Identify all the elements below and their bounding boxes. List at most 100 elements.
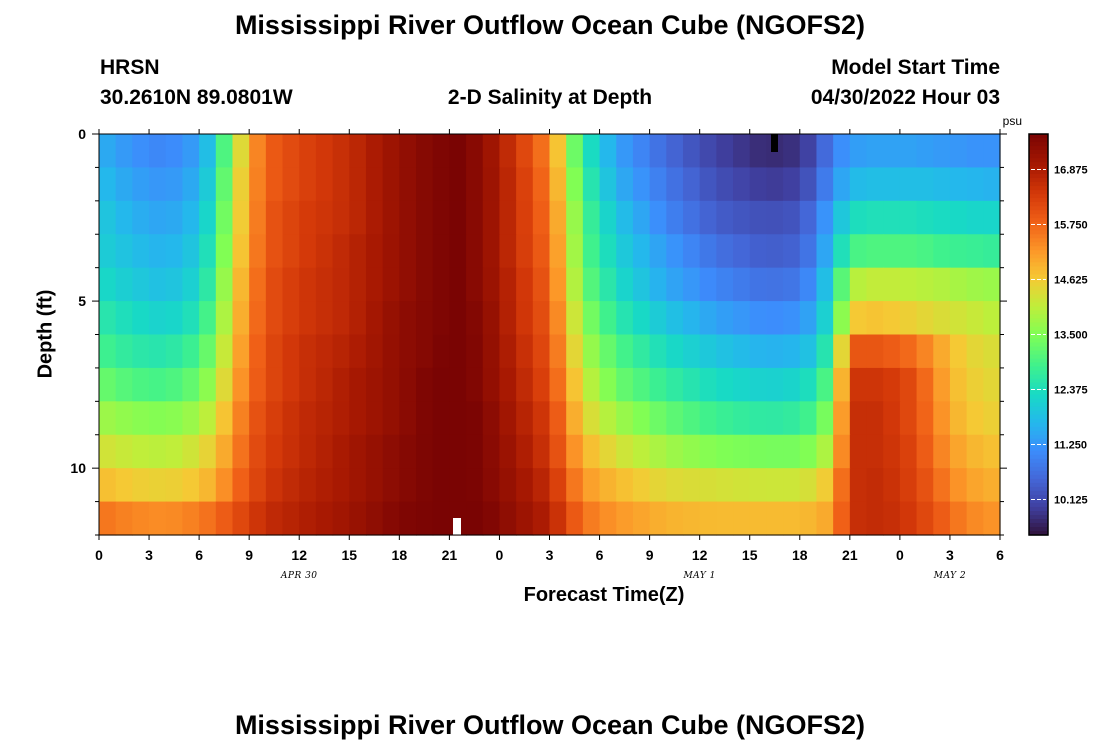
colorbar-tick-label: 12.375: [1054, 385, 1088, 397]
station-coordinates: 30.2610N 89.0801W: [100, 86, 293, 109]
heatmap-cell: [466, 167, 484, 202]
heatmap-cell: [532, 167, 551, 202]
heatmap-cell: [349, 367, 367, 402]
colorbar-tick-label: 15.750: [1054, 219, 1088, 231]
heatmap-cell: [582, 501, 601, 536]
heatmap-cell: [949, 334, 968, 369]
heatmap-cell: [482, 301, 501, 336]
heatmap-cell: [99, 234, 117, 269]
heatmap-cell: [616, 267, 634, 302]
heatmap-cell: [933, 267, 951, 302]
heatmap-cell: [749, 200, 768, 235]
heatmap-cell: [265, 434, 284, 469]
y-tick-label: 10: [70, 460, 86, 476]
heatmap-cell: [265, 367, 284, 402]
heatmap-cell: [632, 367, 651, 402]
colorbar-segment: [1029, 522, 1048, 528]
heatmap-cell: [265, 267, 284, 302]
heatmap-cell: [482, 134, 501, 169]
heatmap-cell: [466, 367, 484, 402]
heatmap-cell: [816, 468, 834, 503]
station-code: HRSN: [100, 56, 160, 79]
heatmap-cell: [766, 501, 784, 536]
colorbar-segment: [1029, 362, 1048, 368]
heatmap-cell: [933, 301, 951, 336]
heatmap-cell: [132, 468, 150, 503]
heatmap-cell: [282, 134, 300, 169]
heatmap-cell: [599, 301, 617, 336]
heatmap-cell: [849, 434, 868, 469]
heatmap-cell: [115, 334, 133, 369]
x-tick-label: 3: [946, 547, 954, 563]
missing-data-marker: [453, 518, 461, 535]
heatmap-cell: [432, 234, 450, 269]
heatmap-cell: [616, 200, 634, 235]
heatmap-cell: [432, 267, 450, 302]
heatmap-cell: [883, 134, 901, 169]
heatmap-cell: [766, 234, 784, 269]
colorbar-segment: [1029, 506, 1048, 512]
heatmap-cell: [549, 501, 567, 536]
heatmap-cell: [516, 134, 534, 169]
x-tick-label: 18: [792, 547, 808, 563]
heatmap-cell: [899, 200, 918, 235]
colorbar-segment: [1029, 182, 1048, 187]
heatmap-cell: [933, 234, 951, 269]
heatmap-cell: [799, 234, 818, 269]
colorbar-segment: [1029, 442, 1048, 448]
colorbar-segment: [1029, 290, 1048, 295]
heatmap-cell: [883, 401, 901, 436]
heatmap-cell: [449, 267, 467, 302]
heatmap-cell: [666, 234, 684, 269]
heatmap-cell: [482, 401, 501, 436]
heatmap-cell: [816, 167, 834, 202]
heatmap-cell: [149, 334, 167, 369]
heatmap-cell: [566, 134, 584, 169]
heatmap-cell: [666, 167, 684, 202]
heatmap-cell: [933, 501, 951, 536]
heatmap-cell: [899, 167, 918, 202]
heatmap-cell: [949, 367, 968, 402]
heatmap-cell: [115, 501, 133, 536]
heatmap-cell: [182, 134, 200, 169]
heatmap-cell: [315, 334, 334, 369]
heatmap-cell: [416, 434, 434, 469]
colorbar-segment: [1029, 278, 1048, 283]
heatmap-cell: [866, 200, 884, 235]
heatmap-cell: [99, 367, 117, 402]
colorbar-segment: [1029, 418, 1048, 424]
heatmap-cell: [666, 267, 684, 302]
colorbar-segment: [1029, 238, 1048, 243]
date-label: MAY 1: [682, 571, 715, 581]
colorbar-segment: [1029, 410, 1048, 416]
heatmap-cell: [632, 200, 651, 235]
heatmap-cell: [249, 267, 267, 302]
x-axis-title: Forecast Time(Z): [523, 584, 685, 606]
heatmap-cell: [532, 334, 551, 369]
heatmap-cell: [699, 501, 717, 536]
heatmap-cell: [399, 401, 417, 436]
heatmap-cell: [549, 434, 567, 469]
heatmap-cell: [699, 334, 717, 369]
heatmap-cell: [115, 367, 133, 402]
x-tick-label: 0: [496, 547, 504, 563]
heatmap-cell: [849, 134, 868, 169]
y-axis-title: Depth (ft): [34, 289, 57, 379]
heatmap-cell: [733, 267, 751, 302]
heatmap-cell: [599, 367, 617, 402]
colorbar-segment: [1029, 426, 1048, 432]
colorbar-segment: [1029, 246, 1048, 251]
colorbar-tick-label: 16.875: [1054, 164, 1088, 176]
heatmap-cells: [99, 134, 1001, 536]
heatmap-cell: [432, 134, 450, 169]
heatmap-cell: [382, 134, 400, 169]
x-tick-label: 18: [392, 547, 408, 563]
heatmap-cell: [182, 200, 200, 235]
heatmap-cell: [933, 401, 951, 436]
heatmap-cell: [499, 434, 517, 469]
heatmap-cell: [265, 301, 284, 336]
heatmap-cell: [315, 501, 334, 536]
heatmap-cell: [699, 167, 717, 202]
heatmap-cell: [232, 501, 250, 536]
heatmap-cell: [949, 167, 968, 202]
